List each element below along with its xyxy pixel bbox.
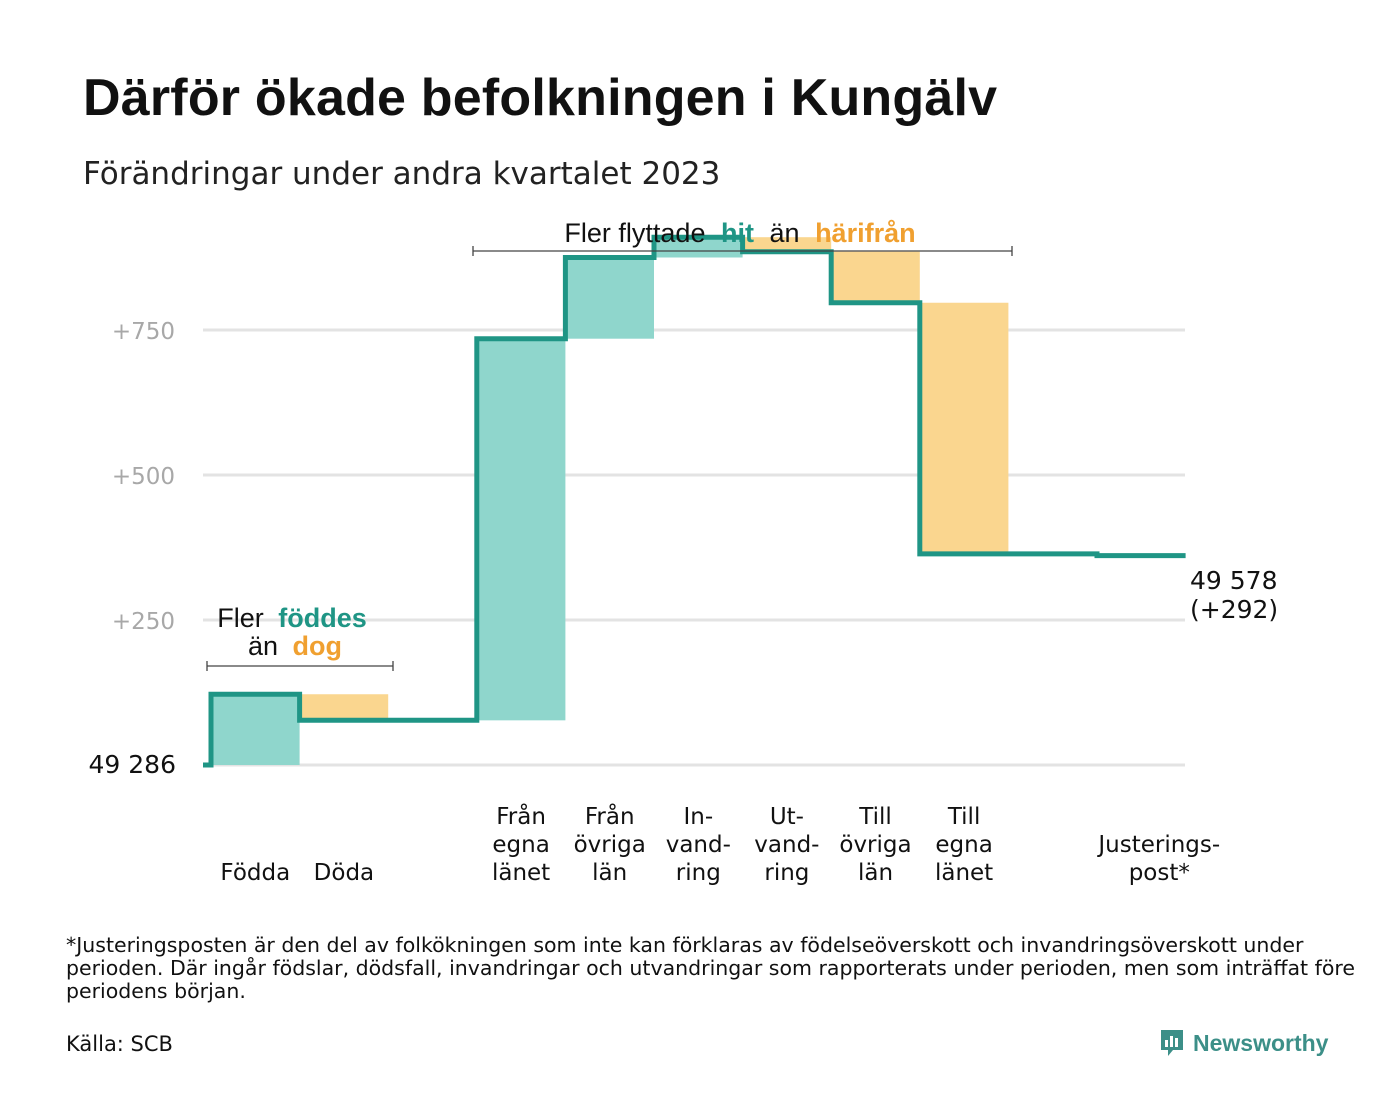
category-label: vand- bbox=[754, 832, 819, 858]
y-tick-label: +750 bbox=[112, 319, 175, 345]
increase-bar bbox=[654, 237, 743, 258]
migration-annotation-text: Fler flyttade hit än härifrån bbox=[564, 218, 915, 248]
increase-bar bbox=[565, 257, 654, 339]
category-label: Födda bbox=[220, 860, 290, 886]
category-label: län bbox=[592, 860, 627, 886]
decrease-bar bbox=[831, 251, 920, 303]
y-tick-label: +250 bbox=[112, 609, 175, 635]
y-tick-label: +500 bbox=[112, 464, 175, 490]
decrease-bar bbox=[299, 694, 389, 721]
decrease-bar bbox=[742, 237, 832, 252]
category-label: post* bbox=[1129, 860, 1190, 886]
migration-annotation: Fler flyttade hit än härifrån bbox=[472, 218, 1013, 256]
category-label: övriga bbox=[574, 832, 646, 858]
chart-subtitle: Förändringar under andra kvartalet 2023 bbox=[83, 156, 721, 192]
decrease-bar bbox=[919, 302, 1009, 554]
start-value-label: 49 286 bbox=[89, 750, 176, 779]
bars-layer bbox=[211, 237, 1009, 765]
category-label: övriga bbox=[839, 832, 911, 858]
category-label: Döda bbox=[314, 860, 374, 886]
category-label: Till bbox=[858, 804, 892, 830]
label-layer: Födda DödaFrånegnalänetFrånövrigalänIn-va… bbox=[220, 802, 1220, 886]
chart-title: Därför ökade befolkningen i Kungälv bbox=[83, 69, 998, 127]
category-label: In- bbox=[683, 804, 713, 830]
brand-name: Newsworthy bbox=[1193, 1029, 1329, 1056]
category-label: ring bbox=[764, 860, 809, 886]
category-label: län bbox=[858, 860, 893, 886]
category-label: Från bbox=[496, 802, 546, 830]
category-label: egna bbox=[492, 832, 549, 858]
end-total: 49 578 bbox=[1190, 566, 1277, 595]
births-deaths-annotation: Fler föddes än dog bbox=[206, 603, 394, 671]
births-annotation-line1: Fler föddes bbox=[217, 603, 367, 633]
category-label: länet bbox=[492, 860, 550, 886]
migration-bracket bbox=[472, 246, 1013, 256]
category-label: Till bbox=[947, 804, 981, 830]
line-layer bbox=[203, 234, 1186, 768]
cumulative-line bbox=[203, 234, 1186, 768]
increase-bar bbox=[476, 338, 566, 721]
births-bracket bbox=[206, 661, 394, 671]
category-label: egna bbox=[935, 832, 992, 858]
end-value-label: 49 578 (+292) bbox=[1190, 566, 1278, 624]
births-annotation-line2: än dog bbox=[248, 631, 342, 661]
footnote: *Justeringsposten är den del av folkökni… bbox=[66, 933, 1355, 1003]
category-label: Justerings- bbox=[1096, 832, 1220, 858]
newsworthy-logo-icon bbox=[1161, 1030, 1183, 1056]
category-label: vand- bbox=[666, 832, 731, 858]
grid-layer: +250 +500 +750 49 286 bbox=[89, 319, 1185, 779]
category-label: Ut- bbox=[770, 804, 804, 830]
end-change: (+292) bbox=[1190, 595, 1278, 624]
brand: Newsworthy bbox=[1159, 1028, 1328, 1058]
increase-bar bbox=[211, 694, 300, 765]
category-label: länet bbox=[935, 860, 993, 886]
category-label: Från bbox=[585, 802, 635, 830]
category-label: ring bbox=[676, 860, 721, 886]
source: Källa: SCB bbox=[66, 1032, 173, 1056]
